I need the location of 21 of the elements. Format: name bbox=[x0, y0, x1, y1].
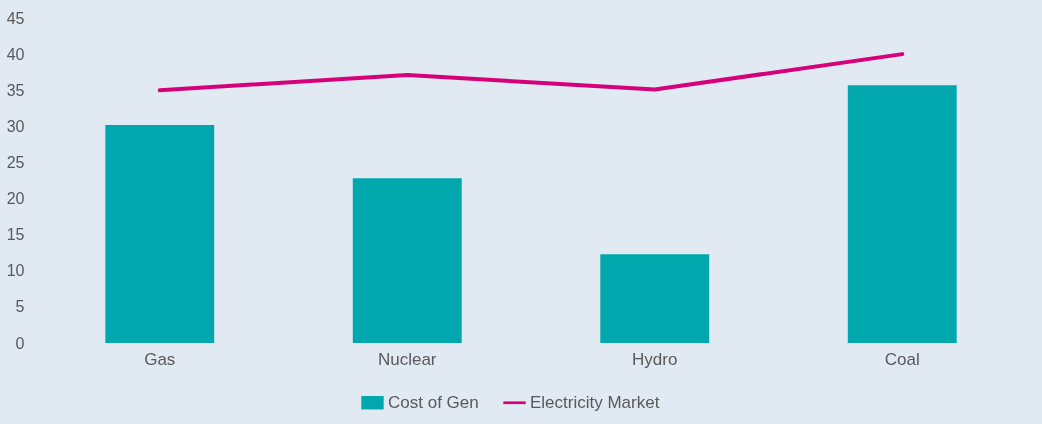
y-tick-label: 0 bbox=[15, 334, 25, 352]
legend-label: Electricity Market bbox=[530, 392, 660, 412]
y-tick-label: 5 bbox=[15, 298, 25, 316]
y-tick-label: 20 bbox=[6, 190, 25, 208]
y-tick-label: 35 bbox=[6, 81, 25, 99]
line-series bbox=[157, 52, 905, 93]
x-tick-label: Hydro bbox=[632, 349, 678, 369]
bar bbox=[847, 85, 957, 343]
x-tick-label: Coal bbox=[884, 349, 920, 369]
bar bbox=[600, 254, 710, 343]
y-tick-label: 40 bbox=[6, 45, 25, 63]
y-tick-label: 45 bbox=[6, 9, 25, 27]
y-tick-label: 25 bbox=[6, 153, 25, 171]
bar bbox=[105, 124, 215, 343]
y-tick-label: 15 bbox=[6, 226, 25, 244]
bar bbox=[352, 178, 462, 343]
x-tick-label: Nuclear bbox=[377, 349, 437, 369]
y-tick-label: 10 bbox=[6, 262, 25, 280]
x-tick-label: Gas bbox=[144, 349, 176, 369]
legend-label: Cost of Gen bbox=[388, 392, 479, 412]
y-tick-label: 30 bbox=[6, 117, 25, 135]
